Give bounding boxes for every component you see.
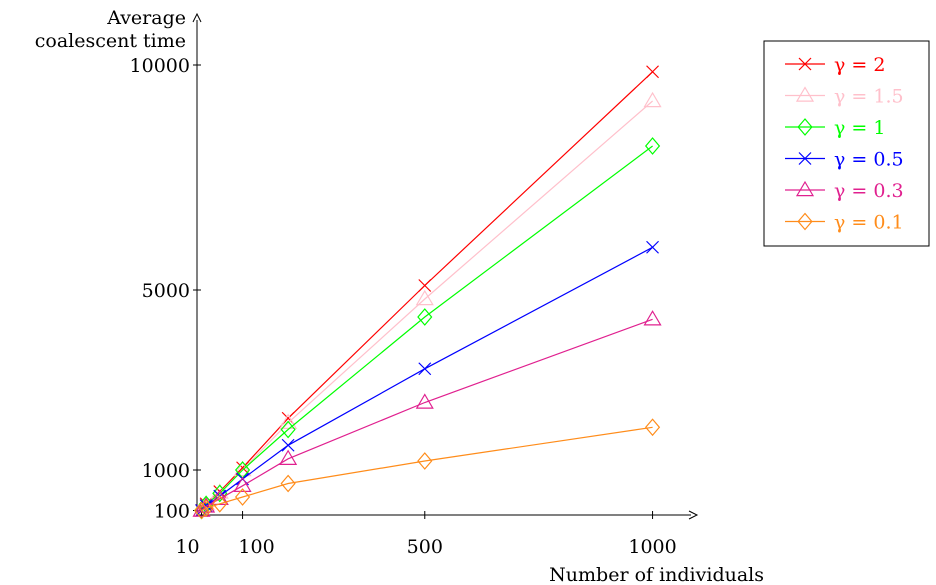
series-5 [193,418,661,520]
data-point [646,65,659,79]
data-point [417,308,433,326]
legend-swatch-marker [797,212,813,231]
series-1 [192,91,662,517]
data-point [280,420,296,439]
legend-entry: γ = 1 [785,117,885,139]
y-tick-label: 10000 [130,55,190,77]
data-point [279,449,298,465]
legend-label: γ = 1.5 [834,86,904,108]
legend: γ = 2 γ = 1.5 γ = 1 γ = 0.5 γ = 0.3 γ = 0.1 [763,40,930,247]
series-4 [192,310,662,517]
y-axis-title-line-1: Average [106,7,186,29]
series-layer [192,65,662,520]
legend-label: γ = 0.1 [834,212,904,234]
data-point-stroke-b [646,65,659,79]
legend-box [763,40,930,247]
legend-swatch-marker [798,57,812,71]
data-point [417,452,433,470]
data-point [643,310,662,326]
legend-entry: γ = 0.5 [785,149,904,171]
legend-label: γ = 1 [834,117,885,139]
y-tick-label: 5000 [142,280,190,302]
ticks: 10 100 500 1000 100 1000 5000 10000 [130,55,677,558]
data-point [643,91,662,108]
legend-swatch-marker [797,118,813,136]
y-tick-label: 100 [154,501,190,523]
x-tick-label: 1000 [628,536,676,558]
data-point [280,474,296,493]
axes [192,12,699,520]
legend-entry: γ = 0.1 [785,212,904,234]
data-point [646,240,659,254]
data-point [212,494,228,513]
data-point [415,393,434,409]
data-point [644,137,661,155]
series-line [201,426,653,512]
data-point-stroke-b [281,438,295,452]
x-axis-arrow [688,510,699,520]
y-tick-label: 1000 [142,460,190,482]
series-line [201,71,654,511]
data-point [233,460,252,477]
x-axis-title: Number of individuals [549,564,764,585]
data-point [236,461,249,475]
data-point [415,289,434,306]
data-point [198,499,214,518]
legend-swatch-marker [795,86,815,102]
x-tick-label: 10 [175,536,199,558]
data-point [233,476,252,492]
legend-label: γ = 0.3 [834,180,904,202]
data-point [193,501,210,520]
x-tick-label: 500 [407,536,443,558]
data-point [418,279,432,292]
data-point-stroke-b [236,461,249,475]
data-point [644,418,661,437]
legend-entry: γ = 2 [785,54,885,76]
x-tick-label: 100 [238,536,274,558]
legend-swatch-marker [798,152,812,165]
legend-swatch-marker [795,180,815,197]
y-axis-title-line-2: coalescent time [35,30,186,52]
data-point-stroke-b [236,472,249,486]
data-point-stroke-b [646,240,659,254]
data-point-stroke-b [418,362,432,376]
data-point [281,438,295,452]
series-0 [195,65,659,517]
data-point [234,488,251,506]
series-line [201,100,653,511]
legend-label: γ = 0.5 [834,149,904,171]
legend-entry: γ = 1.5 [785,86,904,108]
data-point [279,413,298,429]
data-point-stroke-b [418,279,432,292]
legend-entry: γ = 0.3 [785,180,904,202]
data-point [418,362,432,376]
series-2 [193,137,661,520]
legend-label: γ = 2 [834,54,885,76]
y-axis-arrow [192,12,202,23]
legend-swatch-marker-stroke-b [798,152,812,165]
series-line [201,145,653,511]
legend-swatch-marker-stroke-b [798,57,812,71]
series-line [201,246,653,511]
data-point [192,501,211,517]
series-line [201,318,653,511]
